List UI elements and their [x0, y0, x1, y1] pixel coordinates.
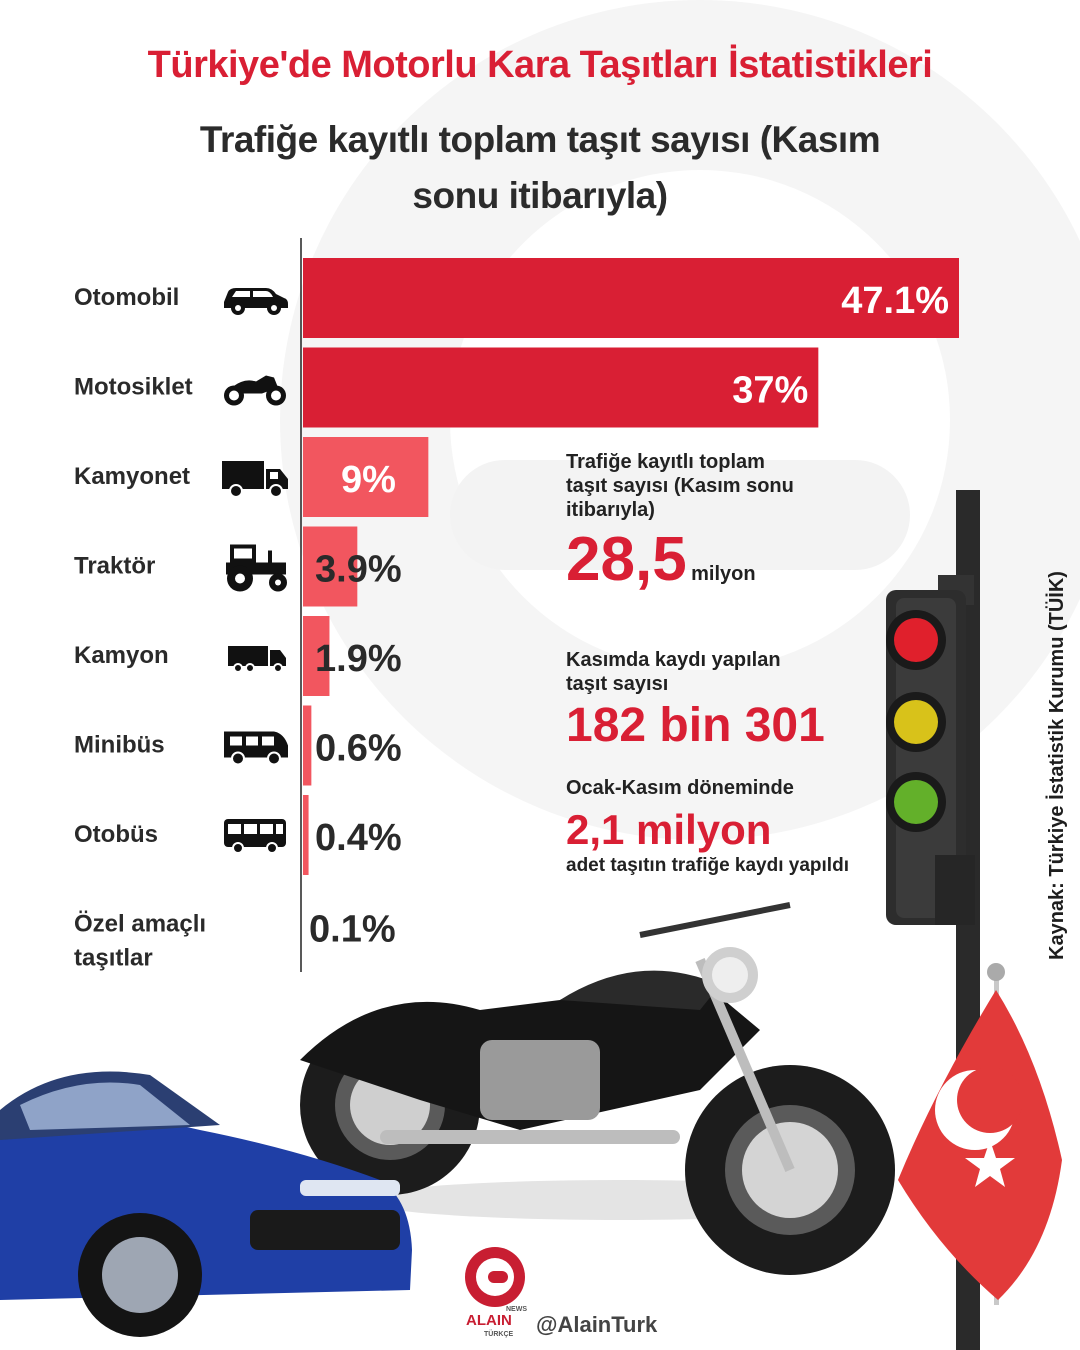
value-label-kamyonet: 9%: [341, 459, 396, 501]
page-title: Türkiye'de Motorlu Kara Taşıtları İstati…: [147, 44, 933, 86]
november-stat: Kasımda kaydı yapılan taşıt sayısı 182 b…: [566, 648, 825, 753]
value-label-kamyon: 1.9%: [315, 638, 402, 680]
period-stat-value: 2,1 milyon: [566, 806, 772, 853]
period-stat-note: adet taşıtın trafiğe kaydı yapıldı: [566, 855, 849, 876]
source-note: Kaynak: Türkiye İstatistik Kurumu (TÜİK): [1046, 571, 1068, 960]
total-stat-unit: milyon: [691, 563, 756, 585]
bar-minibüs: [303, 705, 312, 786]
category-label-özel-amaçlı-taşıtlar: Özel amaçlı taşıtlar: [74, 911, 206, 972]
value-label-traktör: 3.9%: [315, 549, 402, 591]
bar-kamyon: [303, 616, 330, 696]
november-stat-value: 182 bin 301: [566, 699, 825, 752]
value-label-özel-amaçlı-taşıtlar: 0.1%: [309, 909, 396, 951]
van-icon: [222, 461, 288, 498]
motorcycle-illustration-icon: [300, 902, 895, 1275]
turkish-flag-icon: [898, 963, 1062, 1305]
truck-icon: [228, 646, 286, 673]
value-label-otomobil: 47.1%: [841, 280, 949, 322]
category-label-kamyon: Kamyon: [74, 642, 169, 669]
bar-otobüs: [303, 795, 309, 875]
bar-motosiklet: [303, 347, 819, 428]
category-label-otomobil: Otomobil: [74, 284, 179, 311]
period-stat: Ocak-Kasım döneminde 2,1 milyon adet taş…: [566, 776, 886, 878]
value-label-otobüs: 0.4%: [315, 817, 402, 859]
motorcycle-icon: [224, 375, 286, 406]
bar-otomobil: [303, 258, 959, 338]
category-label-motosiklet: Motosiklet: [74, 374, 193, 401]
total-stat: Trafiğe kayıtlı toplam taşıt sayısı (Kas…: [566, 450, 806, 595]
category-label-traktör: Traktör: [74, 553, 155, 580]
brand-edition: TÜRKÇE: [484, 1331, 514, 1338]
value-label-minibüs: 0.6%: [315, 728, 402, 770]
bar-traktör: [303, 526, 358, 607]
alain-logo-icon: [465, 1247, 525, 1307]
period-stat-label: Ocak-Kasım döneminde: [566, 777, 794, 799]
november-stat-label: Kasımda kaydı yapılan taşıt sayısı: [566, 649, 781, 695]
page-subtitle: Trafiğe kayıtlı toplam taşıt sayısı (Kas…: [199, 119, 881, 216]
category-label-minibüs: Minibüs: [74, 732, 165, 759]
total-stat-label: Trafiğe kayıtlı toplam taşıt sayısı (Kas…: [566, 451, 794, 521]
car-icon: [224, 288, 288, 315]
social-handle: @AlainTurk: [536, 1312, 658, 1337]
category-label-otobüs: Otobüs: [74, 821, 158, 848]
car-illustration-icon: [0, 1071, 412, 1337]
total-stat-value: 28,5: [566, 525, 687, 594]
tractor-icon: [226, 544, 287, 592]
category-label-kamyonet: Kamyonet: [74, 463, 190, 490]
minibus-icon: [224, 731, 288, 766]
value-label-motosiklet: 37%: [732, 370, 808, 412]
brand-news: NEWS: [506, 1306, 527, 1313]
bus-icon: [224, 819, 286, 854]
bar-kamyonet: [303, 437, 429, 517]
brand-name: ALAIN: [466, 1312, 512, 1329]
